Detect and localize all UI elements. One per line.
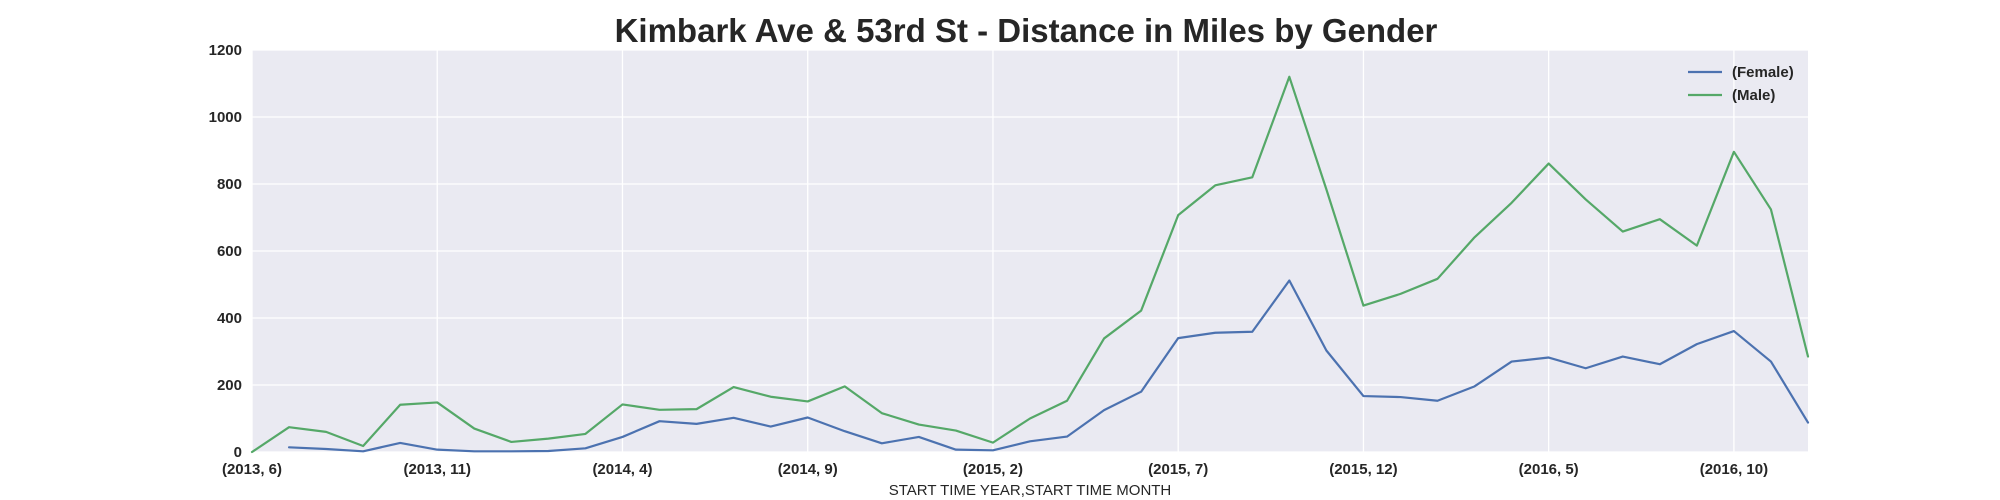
x-tick-label: (2015, 12) <box>1329 461 1397 478</box>
legend-label: (Male) <box>1732 87 1775 104</box>
series-lines <box>250 75 1810 454</box>
x-axis-label: START TIME YEAR,START TIME MONTH <box>889 482 1172 499</box>
x-tick-label: (2016, 5) <box>1519 461 1579 478</box>
gridlines <box>251 49 1808 453</box>
x-tick-label: (2013, 6) <box>222 461 282 478</box>
y-tick-label: 0 <box>234 444 242 461</box>
series-line-female <box>287 279 1810 453</box>
x-tick-label: (2015, 7) <box>1148 461 1208 478</box>
legend-label: (Female) <box>1732 64 1794 81</box>
x-tick-label: (2016, 10) <box>1700 461 1768 478</box>
series-line-male <box>250 75 1810 454</box>
x-tick-label: (2014, 9) <box>778 461 838 478</box>
y-tick-label: 600 <box>217 243 242 260</box>
x-tick-label: (2013, 11) <box>403 461 471 478</box>
x-tick-label: (2014, 4) <box>592 461 652 478</box>
y-tick-label: 1000 <box>209 109 242 126</box>
y-tick-label: 200 <box>217 377 242 394</box>
y-axis-ticks: 0 200 400 600 800 1000 1200 <box>209 42 242 461</box>
y-tick-label: 400 <box>217 310 242 327</box>
y-tick-label: 1200 <box>209 42 242 59</box>
y-tick-label: 800 <box>217 176 242 193</box>
x-tick-label: (2015, 2) <box>963 461 1023 478</box>
legend: (Female) (Male) <box>1688 64 1794 104</box>
chart-title: Kimbark Ave & 53rd St - Distance in Mile… <box>615 12 1438 49</box>
x-axis-ticks: (2013, 6) (2013, 11) (2014, 4) (2014, 9) (20… <box>222 461 1768 478</box>
